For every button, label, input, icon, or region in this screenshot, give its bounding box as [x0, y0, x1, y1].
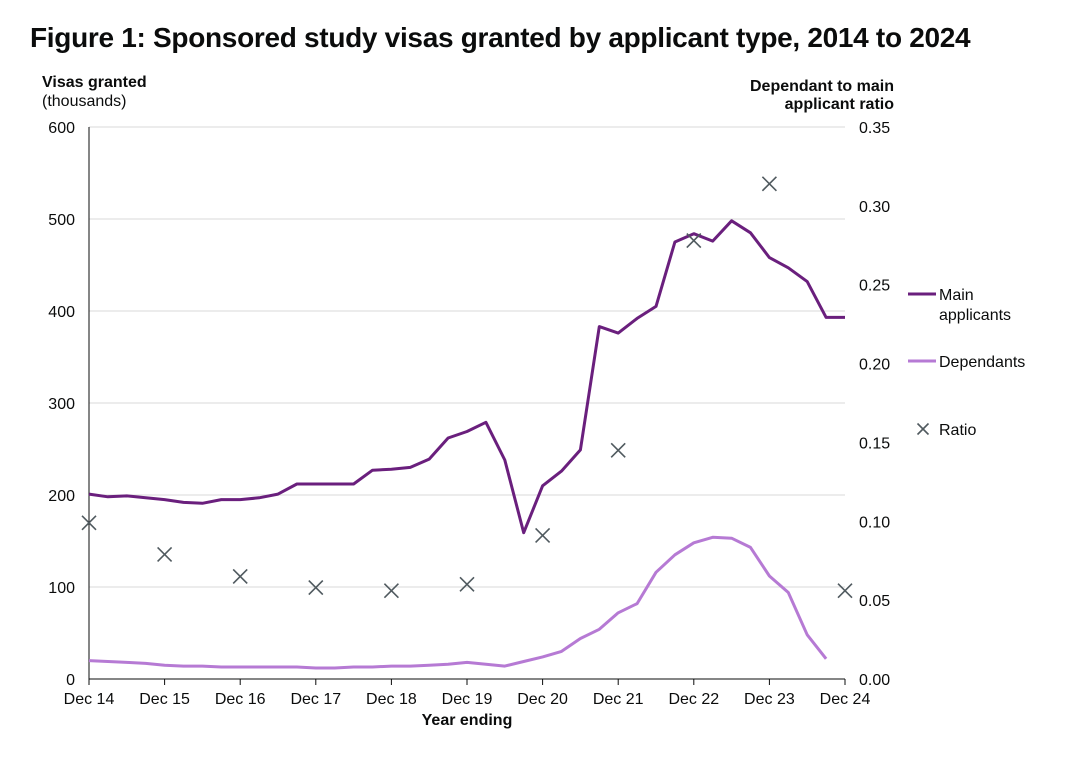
left-axis-title: Visas granted [42, 74, 147, 91]
y-tick-label-right: 0.35 [859, 120, 890, 137]
y-tick-label-left: 0 [66, 672, 75, 689]
ratio-marker-stroke [837, 583, 853, 599]
x-tick-label: Dec 20 [517, 691, 568, 708]
ratio-marker [837, 583, 853, 599]
x-tick-label: Dec 17 [290, 691, 341, 708]
y-tick-label-right: 0.30 [859, 199, 890, 216]
legend-label: Main [939, 287, 974, 304]
ratio-marker [157, 546, 173, 562]
x-tick-label: Dec 19 [442, 691, 493, 708]
series-line-main [88, 219, 845, 535]
y-tick-label-left: 200 [48, 488, 75, 505]
x-tick-label: Dec 15 [139, 691, 190, 708]
right-axis-title-line2: applicant ratio [784, 96, 894, 113]
ratio-marker [610, 442, 626, 458]
ratio-marker-stroke [535, 527, 551, 544]
y-tick-label-right: 0.10 [859, 514, 890, 531]
ratio-marker-stroke [610, 442, 626, 458]
x-tick-label: Dec 14 [64, 691, 115, 708]
y-tick-label-right: 0.05 [859, 593, 890, 610]
x-axis-title: Year ending [422, 712, 513, 729]
x-tick-label: Dec 22 [668, 691, 719, 708]
y-tick-label-right: 0.20 [859, 357, 890, 374]
y-tick-label-left: 500 [48, 212, 75, 229]
x-tick-label: Dec 24 [820, 691, 871, 708]
ratio-marker [383, 583, 399, 599]
y-tick-label-right: 0.25 [859, 278, 890, 295]
ratio-marker-stroke [383, 583, 399, 599]
legend-marker-ratio [916, 422, 930, 436]
legend-label: Dependants [939, 354, 1025, 371]
ratio-marker [761, 176, 777, 192]
ratio-marker-stroke [308, 579, 324, 596]
ratio-marker [459, 576, 475, 592]
y-tick-label-left: 300 [48, 396, 75, 413]
right-axis-title-line1: Dependant to main [749, 78, 894, 95]
series-line-dependants [88, 535, 828, 670]
ratio-marker [686, 232, 702, 249]
ratio-marker-stroke [81, 515, 97, 531]
left-axis-subtitle: (thousands) [42, 93, 127, 110]
x-tick-label: Dec 21 [593, 691, 644, 708]
legend-label: applicants [939, 307, 1011, 324]
ratio-marker-stroke [157, 546, 173, 562]
ratio-marker [308, 579, 324, 596]
ratio-marker-stroke [686, 232, 702, 249]
y-tick-label-left: 600 [48, 120, 75, 137]
ratio-marker-stroke [761, 176, 777, 192]
ratio-marker-stroke [232, 568, 248, 585]
ratio-marker-stroke [459, 576, 475, 592]
ratio-marker [81, 515, 97, 531]
y-tick-label-right: 0.00 [859, 672, 890, 689]
x-tick-label: Dec 23 [744, 691, 795, 708]
ratio-marker [535, 527, 551, 544]
chart-title: Figure 1: Sponsored study visas granted … [30, 22, 971, 53]
y-tick-label-right: 0.15 [859, 435, 890, 452]
x-tick-label: Dec 16 [215, 691, 266, 708]
x-tick-label: Dec 18 [366, 691, 417, 708]
ratio-marker [232, 568, 248, 585]
legend-label: Ratio [939, 422, 976, 439]
y-tick-label-left: 400 [48, 304, 75, 321]
y-tick-label-left: 100 [48, 580, 75, 597]
